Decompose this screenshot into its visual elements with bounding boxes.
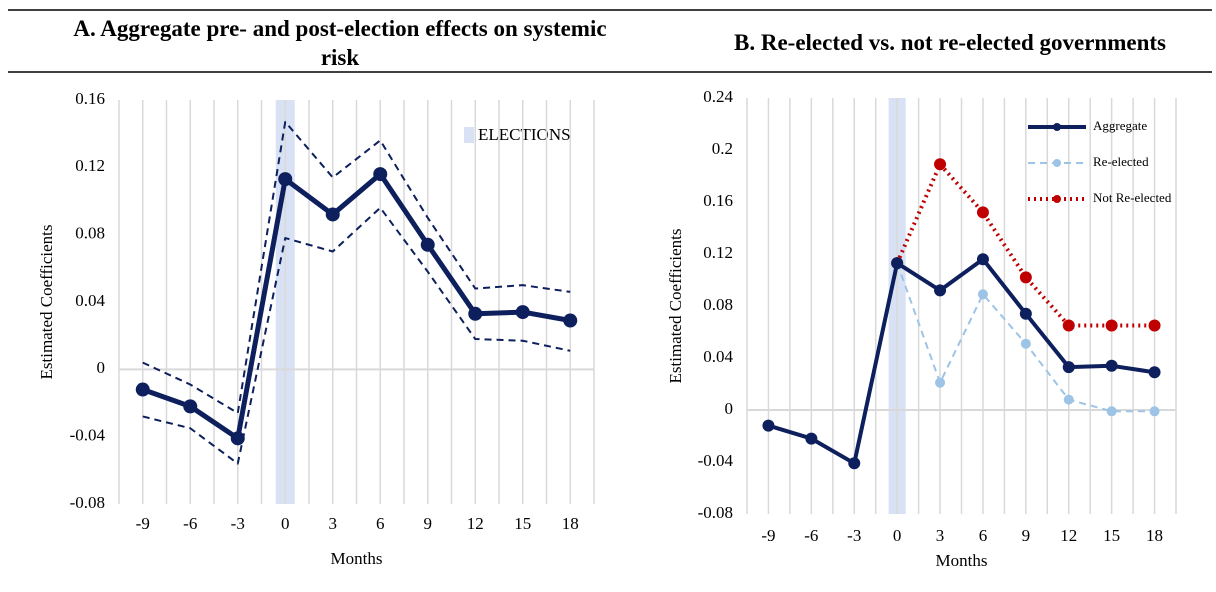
- legend-label: Not Re-elected: [1093, 190, 1172, 205]
- y-axis-title: Estimated Coefficients: [37, 224, 56, 379]
- x-tick-label: -9: [761, 526, 775, 545]
- point: [1062, 361, 1075, 374]
- point: [325, 207, 340, 222]
- point: [1149, 406, 1160, 417]
- point: [563, 313, 578, 328]
- x-tick-label: 15: [1103, 526, 1120, 545]
- x-tick-label: 9: [424, 514, 433, 533]
- point: [934, 158, 947, 171]
- point: [1148, 366, 1161, 379]
- panel-title: A. Aggregate pre- and post-election effe…: [73, 16, 607, 70]
- point: [1019, 271, 1032, 284]
- point: [183, 399, 198, 414]
- x-axis-title: Months: [936, 551, 988, 570]
- point: [1105, 319, 1118, 332]
- legend-label: Aggregate: [1093, 118, 1147, 133]
- series-line: [142, 120, 571, 415]
- point: [976, 253, 989, 266]
- point: [762, 419, 775, 432]
- point: [468, 306, 483, 321]
- y-tick-label: 0.16: [75, 89, 105, 108]
- point: [1063, 394, 1074, 405]
- y-tick-label: -0.04: [698, 451, 734, 470]
- y-tick-label: -0.04: [70, 426, 106, 445]
- point: [1148, 319, 1161, 332]
- x-tick-label: 12: [467, 514, 484, 533]
- x-tick-label: 18: [1146, 526, 1163, 545]
- series-line: [141, 171, 571, 441]
- point: [935, 377, 946, 388]
- x-tick-label: 6: [979, 526, 988, 545]
- point: [1106, 406, 1117, 417]
- y-tick-label: 0.16: [703, 191, 733, 210]
- legend-marker: [1053, 195, 1061, 203]
- point: [515, 305, 530, 320]
- legend-label: ELECTIONS: [478, 125, 571, 144]
- y-tick-label: 0.04: [75, 291, 105, 310]
- x-tick-label: 12: [1060, 526, 1077, 545]
- x-tick-label: 18: [562, 514, 579, 533]
- point: [1105, 359, 1118, 372]
- x-tick-label: -3: [847, 526, 861, 545]
- point: [977, 289, 988, 300]
- point: [805, 432, 818, 445]
- point: [1020, 338, 1031, 349]
- x-axis-title: Months: [331, 549, 383, 568]
- y-tick-label: -0.08: [70, 493, 105, 512]
- y-tick-label: 0.08: [703, 295, 733, 314]
- y-tick-label: 0.12: [75, 156, 105, 175]
- x-tick-label: 9: [1022, 526, 1031, 545]
- x-tick-label: -6: [804, 526, 818, 545]
- legend-marker: [1053, 159, 1061, 167]
- point: [373, 167, 388, 182]
- point: [135, 382, 150, 397]
- y-tick-label: 0: [97, 358, 106, 377]
- y-tick-label: 0.2: [712, 139, 733, 158]
- x-tick-label: -3: [231, 514, 245, 533]
- legend-label: Re-elected: [1093, 154, 1149, 169]
- y-tick-label: 0.04: [703, 347, 733, 366]
- point: [934, 284, 947, 297]
- y-tick-label: 0: [725, 399, 734, 418]
- point: [420, 237, 435, 252]
- legend-swatch: [464, 127, 474, 143]
- x-tick-label: 6: [376, 514, 385, 533]
- x-tick-label: 15: [514, 514, 531, 533]
- point: [230, 431, 245, 446]
- y-tick-label: 0.24: [703, 87, 733, 106]
- point: [278, 172, 293, 187]
- point: [1062, 319, 1075, 332]
- x-tick-label: 3: [329, 514, 338, 533]
- x-tick-label: 0: [893, 526, 902, 545]
- y-tick-label: 0.12: [703, 243, 733, 262]
- point: [1019, 307, 1032, 320]
- panel-title: B. Re-elected vs. not re-elected governm…: [734, 30, 1166, 55]
- point: [976, 206, 989, 219]
- x-tick-label: -6: [183, 514, 197, 533]
- series-line: [767, 257, 1155, 466]
- point: [848, 457, 861, 470]
- point: [891, 257, 904, 270]
- y-axis-title: Estimated Coefficients: [666, 228, 685, 383]
- series-line: [142, 206, 571, 465]
- x-tick-label: 3: [936, 526, 945, 545]
- y-tick-label: 0.08: [75, 224, 105, 243]
- x-tick-label: 0: [281, 514, 290, 533]
- legend-marker: [1053, 123, 1061, 131]
- y-tick-label: -0.08: [698, 503, 733, 522]
- x-tick-label: -9: [136, 514, 150, 533]
